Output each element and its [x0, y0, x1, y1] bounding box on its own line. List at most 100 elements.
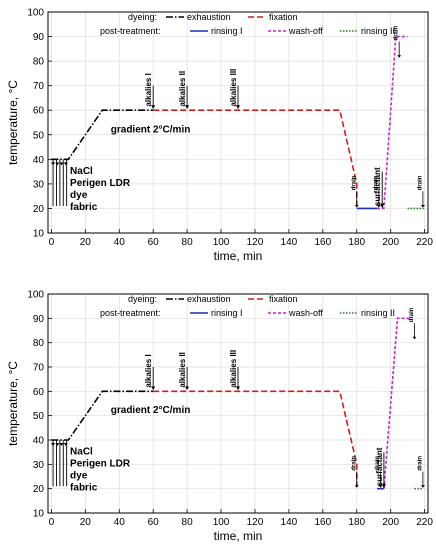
x-tick-label: 80 [182, 517, 194, 528]
alkali-arrow [236, 386, 240, 391]
alkali-arrow [151, 105, 156, 109]
addition-label: dye [70, 471, 88, 482]
legend-entry-rinsing-ii: rinsing II [361, 308, 395, 318]
x-tick-label: 80 [182, 237, 194, 248]
legend-entry-exhaustion: exhaustion [187, 12, 231, 22]
addition-arrow [55, 162, 60, 166]
legend-entry-rinsing-i: rinsing I [211, 26, 243, 36]
y-tick-label: 10 [33, 229, 45, 240]
x-tick-label: 60 [148, 237, 160, 248]
alkali-arrow [185, 386, 190, 391]
drain-arrow [412, 336, 417, 340]
series-line-wash-off [383, 317, 411, 489]
x-tick-label: 180 [348, 517, 365, 528]
addition-arrow [59, 162, 64, 166]
x-axis-label: time, min [214, 529, 263, 543]
alkali-arrow [151, 386, 156, 391]
series-line-exhaustion [51, 390, 154, 441]
legend-entry-fixation: fixation [269, 12, 298, 22]
series-line-exhaustion [51, 109, 154, 161]
addition-arrow [51, 162, 56, 166]
drain-label: drain [375, 456, 381, 471]
y-tick-label: 10 [33, 509, 45, 520]
x-tick-label: 200 [382, 237, 399, 248]
addition-label: Perigen LDR [70, 459, 131, 470]
y-tick-label: 60 [33, 106, 45, 117]
alkali-label: alkalies III [229, 69, 238, 107]
drain-label: drain [417, 456, 423, 471]
x-tick-label: 20 [80, 517, 92, 528]
legend-entry-fixation: fixation [269, 294, 298, 304]
drain-label: drain [351, 175, 357, 190]
series-line-wash-off [377, 35, 408, 210]
surfactant-label: surfactant [373, 167, 382, 206]
alkali-arrow [185, 105, 190, 109]
legend-row1-label: dyeing: [128, 12, 157, 22]
drain-arrow [420, 204, 425, 208]
legend: dyeing: post-treatment: exhaustion fixation… [100, 12, 395, 36]
x-tick-label: 140 [281, 237, 298, 248]
y-tick-label: 50 [33, 130, 45, 141]
plot-frame [47, 11, 429, 234]
y-tick-label: 70 [33, 81, 45, 92]
x-tick-label: 160 [314, 237, 331, 248]
gradient-label: gradient 2°C/min [111, 405, 191, 416]
drain-label: drain [409, 307, 415, 322]
x-tick-label: 40 [114, 237, 126, 248]
surfactant-arrow [380, 203, 385, 209]
y-tick-label: 20 [33, 484, 45, 495]
x-tick-label: 100 [213, 517, 230, 528]
legend-entry-rinsing-i: rinsing I [211, 308, 243, 318]
drain-label: drain [417, 175, 423, 190]
plot-frame [47, 293, 429, 514]
y-tick-label: 40 [33, 436, 45, 447]
x-tick-label: 100 [213, 237, 230, 248]
y-tick-label: 50 [33, 411, 45, 422]
gradient-label: gradient 2°C/min [111, 124, 191, 135]
legend-entry-rinsing-ii: rinsing II [361, 26, 395, 36]
legend-entry-exhaustion: exhaustion [187, 294, 231, 304]
addition-label: dye [70, 190, 88, 201]
chart-panel-top: 0 20 40 60 80 100 120 140 160 180 200 220 10 20 30 40 50… [6, 8, 433, 264]
x-tick-label: 220 [416, 237, 433, 248]
x-tick-label: 60 [148, 517, 160, 528]
legend: dyeing: post-treatment: exhaustion fixation… [100, 294, 395, 318]
drain-arrow [397, 55, 402, 58]
drain-arrow [354, 204, 359, 208]
addition-label: Perigen LDR [70, 178, 131, 189]
y-tick-label: 60 [33, 387, 45, 398]
alkali-label: alkalies I [144, 73, 153, 106]
drain-label: drain [394, 25, 400, 40]
y-tick-label: 80 [33, 338, 45, 349]
y-tick-label: 30 [33, 179, 45, 190]
drain-label: drain [351, 456, 357, 471]
x-tick-label: 120 [247, 517, 264, 528]
y-tick-label: 20 [33, 204, 45, 215]
drain-arrow [420, 485, 425, 488]
addition-arrow [55, 443, 60, 446]
alkali-label: alkalies I [144, 354, 153, 387]
y-tick-label: 40 [33, 155, 45, 166]
addition-arrow [63, 443, 68, 446]
addition-arrow [59, 443, 64, 446]
x-tick-label: 180 [348, 237, 365, 248]
x-tick-label: 40 [114, 517, 126, 528]
legend-entry-wash-off: wash-off [288, 26, 323, 36]
addition-arrow [63, 162, 68, 166]
legend-row2-label: post-treatment: [100, 26, 161, 36]
surfactant-arrow [381, 483, 386, 489]
addition-arrow [51, 443, 56, 446]
y-tick-label: 90 [33, 314, 45, 325]
surfactant-label: surfactant [375, 447, 384, 486]
x-tick-label: 160 [314, 517, 331, 528]
chart-panel-bottom: 0 20 40 60 80 100 120 140 160 180 200 220 10 20 30 40 50… [6, 290, 433, 544]
y-axis-label: temperature, °C [6, 80, 20, 165]
y-tick-label: 100 [27, 290, 44, 301]
x-tick-label: 20 [80, 237, 92, 248]
addition-label: fabric [70, 483, 98, 494]
addition-label: NaCl [70, 166, 93, 177]
alkali-label: alkalies III [229, 350, 238, 388]
legend-entry-wash-off: wash-off [288, 308, 323, 318]
drain-arrow [378, 485, 383, 488]
